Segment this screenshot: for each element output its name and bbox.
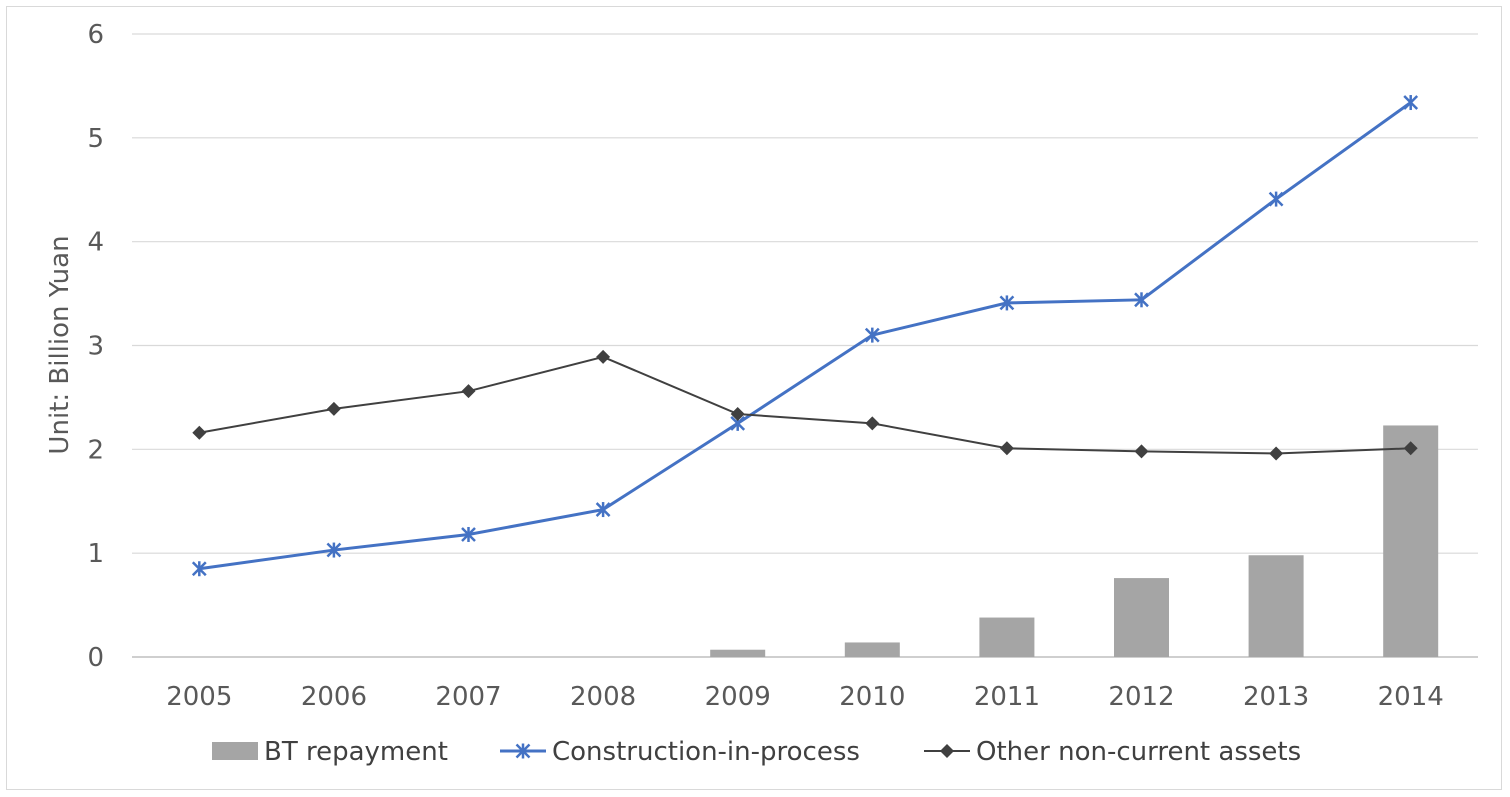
chart-frame bbox=[6, 6, 1502, 790]
data-point bbox=[326, 401, 341, 416]
data-point bbox=[461, 526, 476, 542]
bar bbox=[1248, 555, 1304, 657]
data-point bbox=[461, 384, 476, 399]
data-point bbox=[1403, 95, 1419, 111]
series-line bbox=[199, 355, 1411, 455]
data-point bbox=[999, 441, 1014, 456]
data-point bbox=[730, 407, 745, 422]
data-point bbox=[192, 425, 207, 440]
legend-marker bbox=[515, 743, 531, 759]
x-tick-label: 2009 bbox=[705, 682, 771, 712]
line-series bbox=[191, 95, 1419, 577]
y-tick-label: 0 bbox=[87, 643, 104, 673]
legend: BT repayment Construction-in-process Other… bbox=[212, 737, 1301, 767]
legend-swatch bbox=[212, 742, 258, 760]
data-point bbox=[326, 542, 342, 558]
y-axis-title: Unit: Billion Yuan bbox=[45, 235, 75, 454]
y-axis-ticks: 0 1 2 3 4 5 6 bbox=[87, 20, 104, 673]
x-tick-label: 2012 bbox=[1108, 682, 1174, 712]
data-point bbox=[1268, 191, 1284, 207]
data-point bbox=[1269, 446, 1284, 461]
data-point bbox=[1134, 444, 1149, 459]
legend-label: Other non-current assets bbox=[976, 737, 1301, 767]
data-point bbox=[191, 561, 207, 577]
bar bbox=[1114, 578, 1169, 657]
y-tick-label: 4 bbox=[87, 228, 104, 258]
legend-marker bbox=[940, 744, 954, 758]
data-point bbox=[865, 416, 880, 431]
x-tick-label: 2014 bbox=[1378, 682, 1444, 712]
y-tick-label: 2 bbox=[87, 435, 104, 465]
y-tick-label: 5 bbox=[87, 124, 104, 154]
x-tick-label: 2013 bbox=[1243, 682, 1309, 712]
data-point bbox=[1134, 292, 1149, 308]
x-tick-label: 2011 bbox=[974, 682, 1040, 712]
bar bbox=[710, 649, 766, 657]
legend-label: Construction-in-process bbox=[552, 737, 860, 767]
x-axis-ticks: 2005 2006 2007 2008 2009 2010 2011 2012 2013 2014 bbox=[166, 682, 1444, 712]
x-tick-label: 2006 bbox=[301, 682, 367, 712]
bar-series bbox=[710, 425, 1439, 657]
y-tick-label: 3 bbox=[87, 332, 104, 362]
x-tick-label: 2005 bbox=[166, 682, 232, 712]
series-line bbox=[199, 101, 1412, 571]
data-point bbox=[596, 349, 611, 364]
bar bbox=[1383, 425, 1439, 657]
legend-label: BT repayment bbox=[264, 737, 448, 767]
bar bbox=[979, 617, 1035, 657]
data-point bbox=[999, 295, 1015, 311]
data-point bbox=[1403, 441, 1418, 456]
data-point bbox=[864, 327, 880, 343]
x-tick-label: 2010 bbox=[839, 682, 905, 712]
x-tick-label: 2008 bbox=[570, 682, 636, 712]
data-point bbox=[595, 502, 611, 518]
y-tick-label: 1 bbox=[87, 539, 104, 569]
bar bbox=[844, 642, 900, 657]
y-tick-label: 6 bbox=[87, 20, 104, 50]
x-tick-label: 2007 bbox=[435, 682, 501, 712]
